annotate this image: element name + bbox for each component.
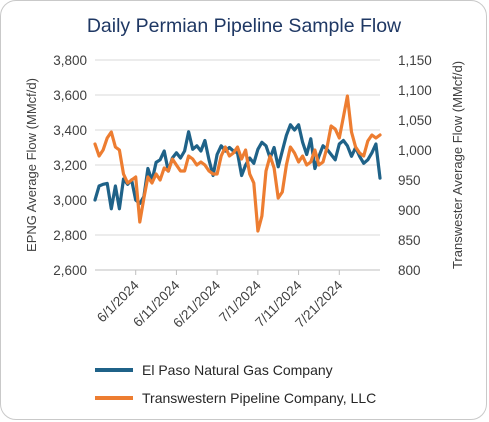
right-y-axis-title: Transwester Average Flow (MMcf/d): [450, 61, 465, 269]
right-y-tick-label: 1,100: [398, 83, 432, 98]
right-y-tick-label: 1,000: [398, 143, 432, 158]
legend-label-epng: El Paso Natural Gas Company: [142, 362, 333, 378]
right-y-tick-label: 1,150: [398, 53, 432, 68]
left-y-tick-label: 3,200: [53, 158, 87, 173]
left-y-tick-label: 3,800: [53, 53, 87, 68]
legend-label-transwestern: Transwestern Pipeline Company, LLC: [142, 390, 376, 406]
left-y-tick-label: 2,800: [53, 228, 87, 243]
left-y-tick-label: 3,000: [53, 193, 87, 208]
series-lines: [93, 94, 382, 233]
left-y-axis-title: EPNG Average Flow (MMcf/d): [24, 78, 39, 252]
series-line-transwestern: [93, 94, 382, 233]
left-y-tick-labels: 2,600 2,800 3,000 3,200 3,400 3,600 3,800: [53, 53, 87, 278]
legend: El Paso Natural Gas Company Transwestern…: [95, 362, 376, 406]
x-tick-labels: 6/1/20246/11/20246/21/20247/1/20247/11/2…: [94, 277, 346, 330]
chart-title: Daily Permian Pipeline Sample Flow: [87, 15, 402, 37]
right-y-tick-label: 900: [398, 203, 421, 218]
gridlines: [95, 59, 380, 271]
left-y-tick-label: 3,400: [53, 123, 87, 138]
right-y-tick-label: 850: [398, 233, 421, 248]
left-y-tick-label: 2,600: [53, 263, 87, 278]
axes: [95, 269, 380, 275]
right-y-tick-labels: 800 850 900 950 1,000 1,050 1,100 1,150: [398, 53, 432, 278]
right-y-tick-label: 950: [398, 173, 421, 188]
left-y-tick-label: 3,600: [53, 88, 87, 103]
right-y-tick-label: 1,050: [398, 113, 432, 128]
right-y-tick-label: 800: [398, 263, 421, 278]
